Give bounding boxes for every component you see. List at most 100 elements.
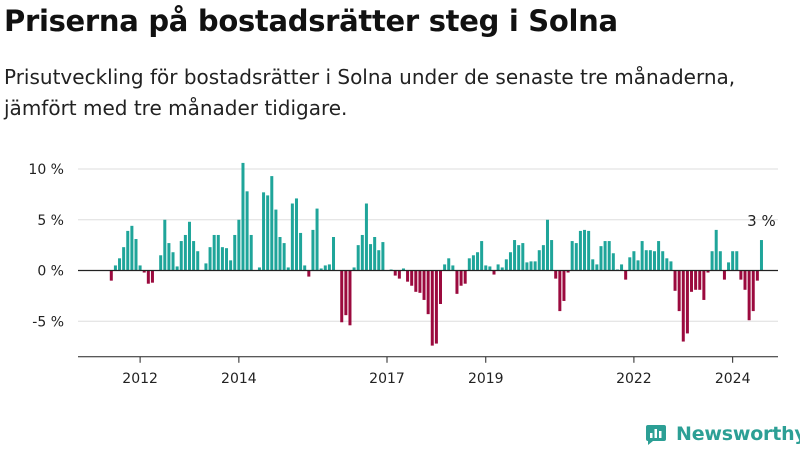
bar	[500, 267, 504, 271]
bar	[484, 265, 488, 271]
bar	[208, 247, 212, 271]
x-axis-ticks: 2012 2014 2017 2019 2022 2024	[122, 356, 751, 387]
bar	[443, 264, 447, 271]
bar	[422, 270, 426, 300]
bar	[118, 258, 122, 271]
bar	[508, 252, 512, 271]
bar	[196, 251, 200, 271]
bar	[574, 243, 578, 271]
bar	[262, 192, 266, 271]
bar	[332, 237, 336, 271]
bar	[270, 176, 274, 271]
bar	[718, 251, 722, 271]
bar	[212, 234, 216, 271]
bar	[146, 270, 150, 284]
bar	[583, 229, 587, 271]
bar	[266, 195, 270, 271]
bar	[657, 241, 661, 271]
bar	[286, 267, 290, 271]
bar	[237, 219, 241, 271]
bar	[743, 270, 747, 290]
bar	[150, 270, 154, 283]
bar	[517, 245, 521, 271]
y-tick-label: 5 %	[37, 213, 64, 229]
bar	[698, 270, 702, 290]
bar	[636, 260, 640, 271]
bar	[323, 265, 327, 271]
bar	[373, 237, 377, 271]
bar	[607, 241, 611, 271]
bar	[393, 270, 397, 276]
bar	[599, 246, 603, 271]
bar	[163, 219, 167, 271]
bar	[496, 264, 500, 271]
bar	[550, 240, 554, 271]
bar	[352, 267, 356, 271]
bar	[360, 234, 364, 271]
bar	[558, 270, 562, 312]
bar	[414, 270, 418, 292]
bar	[109, 270, 113, 281]
bar	[459, 270, 463, 286]
bar	[611, 253, 615, 271]
bar	[434, 270, 438, 344]
bar	[566, 270, 570, 273]
bar	[591, 259, 595, 271]
bar	[587, 230, 591, 271]
bar	[648, 250, 652, 271]
bar	[755, 270, 759, 281]
bar	[319, 268, 323, 271]
bar	[327, 264, 331, 271]
bar	[476, 252, 480, 271]
bar	[311, 229, 315, 271]
chart-subtitle: Prisutveckling för bostadsrätter i Solna…	[4, 65, 736, 120]
bar	[303, 265, 307, 271]
bar	[257, 267, 261, 271]
bar	[455, 270, 459, 294]
bar	[727, 262, 731, 271]
y-tick-label: -5 %	[32, 314, 64, 330]
bar	[364, 203, 368, 271]
bar	[340, 270, 344, 323]
bar	[467, 258, 471, 271]
bar	[430, 270, 434, 346]
bar	[628, 257, 632, 271]
bar	[504, 259, 508, 271]
bar	[525, 262, 529, 271]
bar	[122, 247, 126, 271]
bar	[665, 258, 669, 271]
bar	[299, 232, 303, 271]
bar	[307, 270, 311, 277]
bar	[274, 209, 278, 271]
bar	[220, 247, 224, 271]
bar	[171, 252, 175, 271]
bar	[677, 270, 681, 312]
bar	[356, 245, 360, 271]
x-tick-label: 2019	[468, 371, 504, 387]
bar	[739, 270, 743, 280]
bar-chart: 10 %5 %0 %-5 % 2012 2014 2017 2019 2022 2024 …	[28, 162, 778, 387]
bar	[159, 255, 163, 271]
bar	[702, 270, 706, 300]
bar	[673, 270, 677, 291]
bar	[694, 270, 698, 290]
bar	[233, 234, 237, 271]
bar	[578, 230, 582, 271]
bar	[183, 234, 187, 271]
bar	[492, 270, 496, 275]
bar	[113, 265, 117, 271]
x-tick-label: 2014	[221, 371, 257, 387]
bar	[294, 198, 298, 271]
bar	[216, 234, 220, 271]
bar	[533, 261, 537, 271]
bar	[640, 241, 644, 271]
bar	[554, 270, 558, 279]
bar	[142, 270, 146, 273]
x-tick-label: 2012	[122, 371, 158, 387]
x-tick-label: 2024	[715, 371, 751, 387]
bar	[426, 270, 430, 315]
bar	[751, 270, 755, 312]
bar	[134, 239, 138, 271]
bar	[747, 270, 751, 321]
bar	[521, 243, 525, 271]
